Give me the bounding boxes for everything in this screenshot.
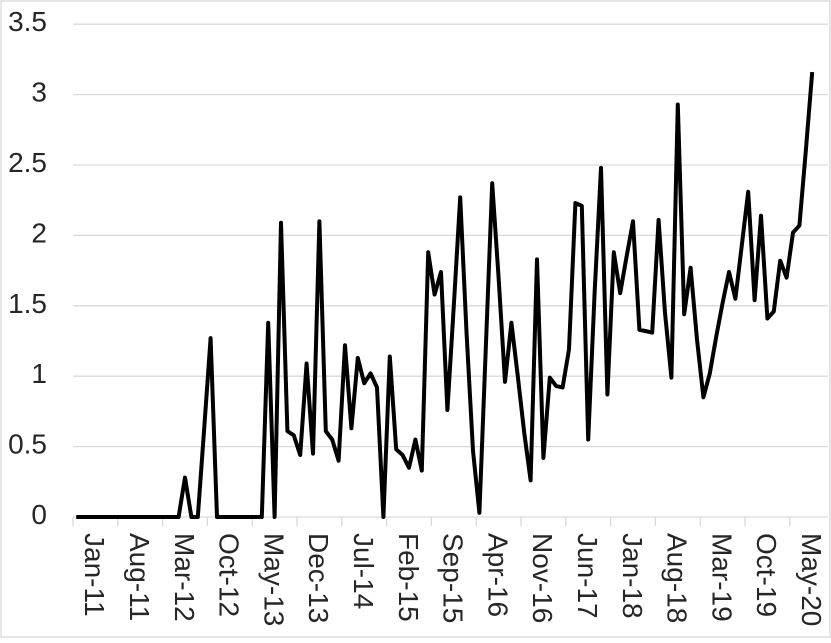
x-axis-label: Oct-19 bbox=[751, 533, 782, 617]
y-axis-label: 0.5 bbox=[8, 429, 47, 460]
x-axis-label: Mar-12 bbox=[169, 533, 200, 622]
x-axis-label: Aug-18 bbox=[662, 533, 693, 623]
y-axis-label: 3.5 bbox=[8, 6, 47, 37]
y-axis-label: 1.5 bbox=[8, 288, 47, 319]
x-axis-label: Nov-16 bbox=[527, 533, 558, 623]
x-axis-label: Apr-16 bbox=[482, 533, 513, 617]
x-axis-label: Jan-11 bbox=[79, 533, 110, 617]
x-axis-label: Jun-17 bbox=[572, 533, 603, 619]
x-axis-label: Dec-13 bbox=[303, 533, 334, 623]
y-axis-label: 2.5 bbox=[8, 147, 47, 178]
y-axis-label: 2 bbox=[31, 217, 47, 248]
data-line-series bbox=[76, 71, 815, 519]
x-axis-label: Jul-14 bbox=[348, 533, 379, 609]
x-axis-label: Aug-11 bbox=[124, 533, 155, 621]
y-axis-label: 1 bbox=[31, 358, 47, 389]
x-axis-label: May-13 bbox=[258, 533, 289, 626]
x-axis-label: Oct-12 bbox=[214, 533, 245, 617]
x-axis-label: Jan-18 bbox=[617, 533, 648, 619]
x-axis-label: May-20 bbox=[796, 533, 827, 626]
x-axis-label: Mar-19 bbox=[706, 533, 737, 622]
x-axis-label: Feb-15 bbox=[393, 533, 424, 622]
y-axis-label: 3 bbox=[31, 77, 47, 108]
x-axis-label: Sep-15 bbox=[438, 533, 469, 623]
y-axis-label: 0 bbox=[31, 499, 47, 530]
